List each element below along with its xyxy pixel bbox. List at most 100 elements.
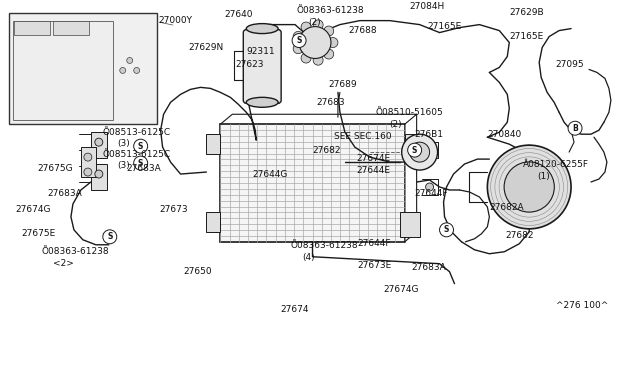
Text: Õ08363-61238: Õ08363-61238 bbox=[290, 241, 358, 250]
Text: 27629N: 27629N bbox=[189, 43, 224, 52]
Text: 27644F: 27644F bbox=[358, 239, 391, 248]
Text: 27683: 27683 bbox=[316, 98, 344, 107]
Text: 27674E: 27674E bbox=[356, 154, 390, 163]
Circle shape bbox=[328, 38, 338, 48]
Text: ^276 100^: ^276 100^ bbox=[556, 301, 609, 310]
Circle shape bbox=[95, 138, 103, 146]
Text: S: S bbox=[107, 232, 113, 241]
Circle shape bbox=[324, 26, 333, 36]
Text: 27683A: 27683A bbox=[127, 164, 161, 173]
Text: 27674G: 27674G bbox=[384, 285, 419, 294]
Text: 27000Y: 27000Y bbox=[159, 16, 193, 25]
Circle shape bbox=[426, 146, 433, 154]
Text: (2): (2) bbox=[390, 120, 403, 129]
Text: Õ08513-6125C: Õ08513-6125C bbox=[103, 150, 171, 158]
Text: 27644G: 27644G bbox=[252, 170, 287, 179]
Text: S: S bbox=[138, 158, 143, 167]
Text: 27688: 27688 bbox=[348, 26, 376, 35]
Text: 27673: 27673 bbox=[159, 205, 188, 214]
Text: S: S bbox=[412, 145, 417, 155]
Text: B: B bbox=[572, 124, 578, 133]
Circle shape bbox=[504, 162, 554, 212]
Text: (3): (3) bbox=[116, 161, 129, 170]
FancyBboxPatch shape bbox=[53, 20, 89, 35]
Text: 276B1: 276B1 bbox=[415, 130, 444, 139]
Circle shape bbox=[568, 121, 582, 135]
Ellipse shape bbox=[246, 97, 278, 107]
Text: 27165E: 27165E bbox=[428, 22, 462, 31]
Text: S: S bbox=[444, 225, 449, 234]
Circle shape bbox=[293, 44, 303, 54]
Circle shape bbox=[324, 49, 333, 59]
FancyBboxPatch shape bbox=[207, 134, 220, 154]
FancyBboxPatch shape bbox=[404, 212, 419, 232]
Text: S: S bbox=[138, 142, 143, 151]
Circle shape bbox=[134, 156, 148, 170]
Ellipse shape bbox=[246, 23, 278, 33]
Text: Õ08363-61238: Õ08363-61238 bbox=[41, 247, 109, 256]
Text: 27640: 27640 bbox=[225, 10, 253, 19]
Text: 27674: 27674 bbox=[280, 305, 308, 314]
Text: 27165E: 27165E bbox=[509, 32, 543, 41]
Text: 27682: 27682 bbox=[312, 145, 340, 155]
Text: (2): (2) bbox=[308, 18, 321, 27]
Circle shape bbox=[84, 168, 92, 176]
Text: 27683A: 27683A bbox=[47, 189, 82, 199]
Circle shape bbox=[313, 20, 323, 30]
Circle shape bbox=[410, 142, 429, 162]
FancyBboxPatch shape bbox=[13, 20, 113, 120]
FancyBboxPatch shape bbox=[91, 164, 107, 190]
Text: 27629B: 27629B bbox=[509, 8, 544, 17]
Text: SEE SEC.160: SEE SEC.160 bbox=[334, 132, 392, 141]
Text: 27683A: 27683A bbox=[412, 263, 447, 272]
Text: 27650: 27650 bbox=[184, 267, 212, 276]
Circle shape bbox=[293, 31, 303, 41]
Circle shape bbox=[84, 153, 92, 161]
Text: 27095: 27095 bbox=[555, 60, 584, 69]
Text: 27682: 27682 bbox=[506, 231, 534, 240]
Text: Â08120-6255F: Â08120-6255F bbox=[524, 160, 589, 169]
Circle shape bbox=[120, 67, 125, 73]
FancyBboxPatch shape bbox=[9, 13, 157, 124]
Text: (4): (4) bbox=[302, 253, 315, 262]
Circle shape bbox=[299, 26, 331, 58]
FancyBboxPatch shape bbox=[207, 212, 220, 232]
Text: 27675G: 27675G bbox=[37, 164, 73, 173]
FancyBboxPatch shape bbox=[220, 124, 404, 242]
Text: 27689: 27689 bbox=[328, 80, 356, 89]
Text: 27084H: 27084H bbox=[410, 2, 445, 11]
Text: 270840: 270840 bbox=[488, 130, 522, 139]
Text: Õ08510-51605: Õ08510-51605 bbox=[376, 108, 444, 117]
Text: (3): (3) bbox=[116, 139, 129, 148]
Text: 27673E: 27673E bbox=[358, 261, 392, 270]
Circle shape bbox=[103, 230, 116, 244]
Text: S: S bbox=[296, 36, 302, 45]
Circle shape bbox=[134, 139, 148, 153]
Text: 27675E: 27675E bbox=[21, 229, 56, 238]
Text: 92311: 92311 bbox=[246, 47, 275, 56]
Circle shape bbox=[127, 58, 132, 64]
Circle shape bbox=[440, 223, 454, 237]
FancyBboxPatch shape bbox=[404, 134, 419, 154]
Text: 27674G: 27674G bbox=[15, 205, 51, 214]
Circle shape bbox=[134, 67, 140, 73]
Polygon shape bbox=[400, 212, 420, 237]
Circle shape bbox=[95, 170, 103, 178]
Circle shape bbox=[301, 22, 311, 32]
Circle shape bbox=[408, 143, 422, 157]
Text: 27644E: 27644E bbox=[356, 166, 390, 174]
Text: (1): (1) bbox=[537, 171, 550, 180]
Text: 27682A: 27682A bbox=[490, 203, 524, 212]
Text: Õ08363-61238: Õ08363-61238 bbox=[296, 6, 364, 15]
Circle shape bbox=[313, 55, 323, 65]
Polygon shape bbox=[81, 147, 96, 177]
FancyBboxPatch shape bbox=[14, 20, 50, 35]
FancyBboxPatch shape bbox=[243, 30, 281, 103]
Circle shape bbox=[426, 183, 433, 191]
Text: <2>: <2> bbox=[53, 259, 74, 268]
FancyBboxPatch shape bbox=[91, 132, 107, 158]
Text: 27623: 27623 bbox=[236, 60, 264, 69]
Circle shape bbox=[402, 134, 438, 170]
Circle shape bbox=[301, 53, 311, 63]
Circle shape bbox=[292, 33, 306, 48]
